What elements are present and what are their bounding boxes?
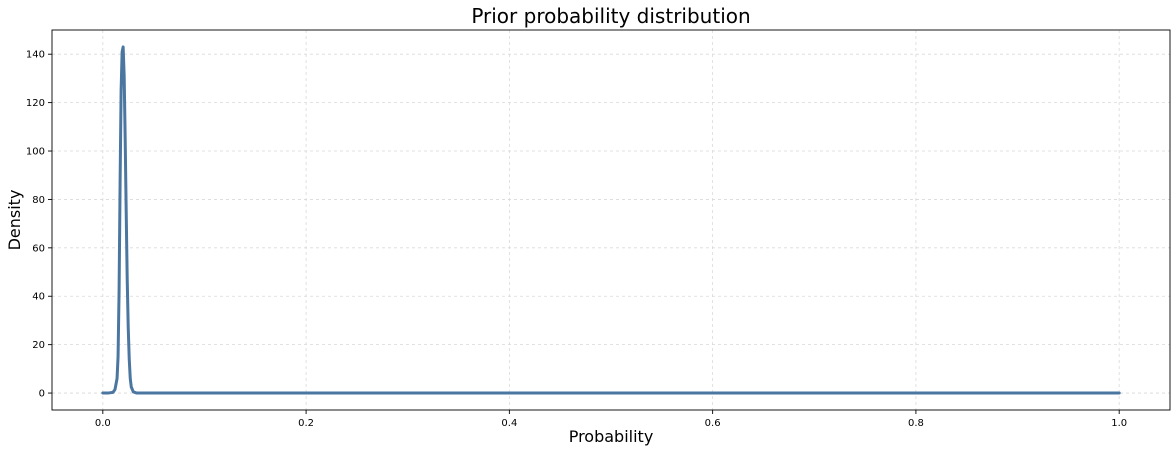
x-tick-label: 0.6 <box>705 418 721 429</box>
y-tick-label: 60 <box>32 243 45 254</box>
x-tick-label: 1.0 <box>1111 418 1127 429</box>
density-line <box>101 45 1121 395</box>
y-tick-label: 100 <box>26 147 45 158</box>
y-axis-ticks: 0 20 40 60 80 100 120 140 <box>26 50 52 400</box>
x-axis-ticks: 0.0 0.2 0.4 0.6 0.8 1.0 <box>95 410 1127 429</box>
x-tick-label: 0.2 <box>298 418 314 429</box>
x-axis-label: Probability <box>569 427 654 446</box>
y-tick-label: 140 <box>26 50 45 61</box>
axes-frame <box>51 29 1171 411</box>
x-tick-label: 0.4 <box>501 418 517 429</box>
y-tick-label: 80 <box>32 195 45 206</box>
y-tick-label: 0 <box>39 389 45 400</box>
x-tick-label: 0.0 <box>95 418 111 429</box>
y-tick-label: 120 <box>26 98 45 109</box>
chart-title: Prior probability distribution <box>471 4 750 28</box>
y-tick-label: 40 <box>32 292 45 303</box>
y-axis-label: Density <box>5 190 24 251</box>
plot-area <box>101 45 1121 395</box>
y-tick-label: 20 <box>32 340 45 351</box>
grid <box>52 30 1170 410</box>
x-tick-label: 0.8 <box>908 418 924 429</box>
